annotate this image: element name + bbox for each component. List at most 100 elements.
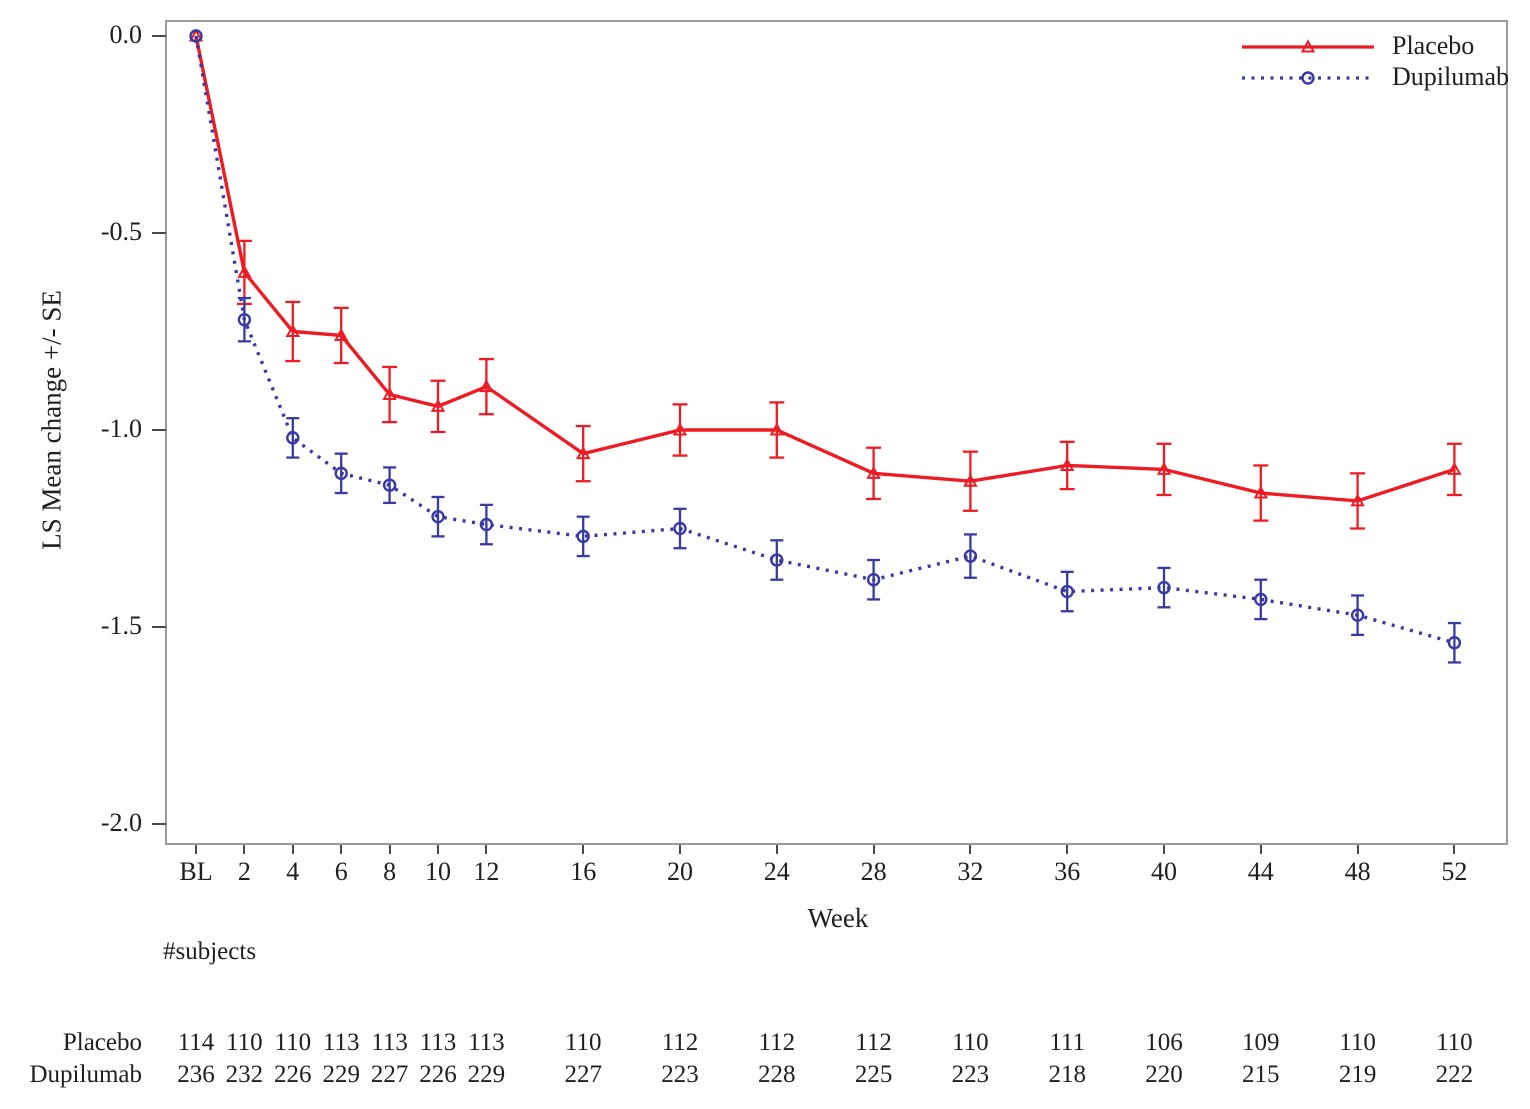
- error-bar: [383, 466, 397, 505]
- subject-count-cell: 227: [370, 1061, 409, 1088]
- x-tick-label: 20: [667, 857, 693, 886]
- subject-count-cell: 229: [322, 1061, 360, 1088]
- circle-marker-icon: [1157, 580, 1171, 595]
- x-tick-label: 6: [334, 857, 348, 886]
- x-tick-mark: [775, 845, 778, 854]
- x-axis-title: Week: [807, 903, 869, 933]
- x-tick-label: 4: [286, 857, 300, 886]
- series-dupilumab: [189, 29, 1462, 664]
- error-bar: [1351, 594, 1365, 637]
- x-tick-label: 12: [473, 857, 500, 886]
- y-tick-mark: [152, 35, 166, 37]
- error-bar: [1446, 442, 1462, 497]
- subjects-row-label-placebo: Placebo: [62, 1029, 142, 1056]
- error-bar: [962, 450, 978, 512]
- circle-marker-icon: [334, 466, 348, 481]
- x-tick-label: 28: [860, 857, 887, 886]
- subject-count-cell: 110: [274, 1029, 312, 1056]
- plot-frame: [165, 20, 1508, 845]
- x-tick-mark: [437, 845, 439, 854]
- triangle-marker-icon: [1156, 461, 1172, 475]
- x-tick-label: BL: [179, 857, 213, 886]
- y-tick-mark: [152, 232, 166, 234]
- legend-row-dupilumab: Dupilumab: [1238, 61, 1509, 92]
- error-bar: [382, 365, 398, 424]
- error-bar: [963, 533, 977, 579]
- error-bar: [1156, 442, 1172, 497]
- x-tick-mark: [1259, 845, 1262, 854]
- circle-marker-icon: [963, 549, 978, 563]
- error-bar: [770, 539, 784, 581]
- circle-marker-icon: [1254, 592, 1268, 607]
- x-tick-mark: [243, 845, 246, 854]
- subject-count-cell: 106: [1145, 1029, 1183, 1056]
- x-tick-label: 16: [570, 857, 597, 886]
- subjects-table-header: #subjects: [163, 938, 257, 965]
- x-tick-mark: [291, 845, 294, 854]
- circle-marker-icon: [673, 521, 687, 536]
- subject-count-cell: 236: [177, 1061, 215, 1088]
- circle-marker-icon: [382, 478, 397, 492]
- subject-count-cell: 227: [564, 1061, 602, 1088]
- y-tick-mark: [152, 429, 166, 431]
- error-bar: [285, 300, 301, 363]
- error-bar: [576, 515, 590, 558]
- circle-marker-icon: [1060, 584, 1074, 599]
- subject-count-cell: 111: [1049, 1029, 1086, 1056]
- y-tick-label: 0.0: [109, 20, 143, 49]
- subject-count-cell: 215: [1242, 1061, 1280, 1088]
- triangle-marker-icon: [285, 323, 300, 337]
- error-bar: [1350, 472, 1366, 530]
- subject-count-cell: 113: [468, 1029, 505, 1056]
- subjects-row-label-dupilumab: Dupilumab: [29, 1061, 143, 1088]
- legend-label-placebo: Placebo: [1392, 30, 1475, 60]
- x-tick-mark: [582, 845, 585, 854]
- subject-count-cell: 113: [419, 1029, 457, 1056]
- y-tick-label: -1.0: [100, 414, 142, 443]
- x-tick-mark: [485, 845, 488, 854]
- y-tick-label: -2.0: [100, 808, 142, 837]
- triangle-marker-icon: [769, 422, 784, 436]
- y-tick-mark: [152, 823, 166, 825]
- triangle-marker-icon: [237, 264, 252, 278]
- legend-label-dupilumab: Dupilumab: [1392, 61, 1509, 91]
- error-bar: [431, 495, 445, 538]
- circle-marker-icon: [866, 573, 881, 587]
- x-tick-mark: [1066, 845, 1069, 854]
- x-tick-label: 32: [957, 857, 984, 886]
- x-tick-mark: [388, 845, 391, 854]
- subject-count-cell: 112: [758, 1029, 796, 1056]
- error-bar: [575, 424, 591, 483]
- error-bar: [1253, 464, 1269, 522]
- circle-marker-icon: [286, 431, 300, 445]
- subject-count-cell: 220: [1145, 1061, 1183, 1088]
- triangle-marker-icon: [963, 473, 978, 487]
- subject-count-cell: 110: [1436, 1029, 1473, 1056]
- circle-marker-icon: [1447, 636, 1462, 650]
- legend-row-placebo: Placebo: [1238, 30, 1509, 61]
- x-tick-label: 24: [763, 857, 790, 886]
- subject-count-cell: 114: [177, 1029, 215, 1056]
- y-tick-mark: [152, 626, 166, 628]
- subject-count-cell: 109: [1242, 1029, 1280, 1056]
- subject-count-cell: 110: [564, 1029, 602, 1056]
- x-tick-mark: [1356, 845, 1359, 854]
- triangle-marker-icon: [382, 386, 397, 401]
- circle-marker-icon: [576, 529, 590, 544]
- x-tick-mark: [1163, 845, 1165, 854]
- circle-marker-icon: [479, 517, 494, 532]
- subject-count-cell: 110: [1339, 1029, 1376, 1056]
- subject-count-cell: 219: [1338, 1061, 1377, 1088]
- subject-count-cell: 232: [225, 1061, 264, 1088]
- subject-count-cell: 113: [322, 1029, 360, 1056]
- triangle-marker-icon: [1060, 457, 1075, 471]
- error-bar: [1059, 440, 1075, 491]
- x-tick-mark: [872, 845, 875, 854]
- error-bar: [286, 417, 300, 459]
- error-bar: [672, 403, 688, 457]
- triangle-marker-icon: [1253, 485, 1268, 499]
- subject-count-cell: 112: [661, 1029, 699, 1056]
- triangle-marker-icon: [866, 465, 881, 479]
